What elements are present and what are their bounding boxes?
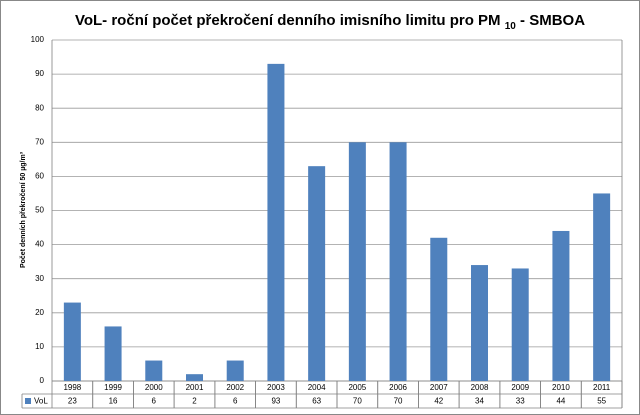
- bar: [430, 237, 448, 381]
- bar: [348, 142, 366, 381]
- table-value: 16: [109, 397, 118, 406]
- bar: [104, 326, 122, 381]
- table-value: 70: [394, 397, 403, 406]
- bar: [145, 360, 163, 381]
- x-tick-label: 1998: [63, 383, 81, 392]
- table-value: 2: [192, 397, 197, 406]
- bar: [511, 268, 529, 381]
- x-tick-label: 2005: [348, 383, 366, 392]
- bar: [552, 230, 570, 381]
- y-tick-label: 50: [35, 206, 44, 215]
- table-value: 42: [434, 397, 443, 406]
- x-tick-label: 2007: [430, 383, 448, 392]
- bar: [308, 166, 326, 381]
- bar: [63, 302, 81, 381]
- x-tick-label: 2002: [226, 383, 244, 392]
- y-axis-label: Počet denních překročení 50 µg/m³: [20, 151, 27, 268]
- y-tick-label: 0: [40, 376, 45, 385]
- bar: [186, 374, 203, 381]
- table-value: 63: [312, 397, 321, 406]
- bar: [593, 193, 611, 381]
- x-tick-label: 2000: [145, 383, 163, 392]
- table-value: 6: [152, 397, 157, 406]
- bar: [226, 360, 244, 381]
- x-tick-label: 1999: [104, 383, 122, 392]
- bar: [267, 63, 285, 382]
- y-tick-label: 70: [35, 137, 44, 146]
- x-tick-label: 2003: [267, 383, 285, 392]
- y-tick-label: 90: [35, 69, 44, 78]
- y-tick-label: 30: [35, 274, 44, 283]
- bar: [471, 265, 488, 381]
- x-tick-label: 2010: [552, 383, 570, 392]
- x-tick-label: 2006: [389, 383, 407, 392]
- x-tick-label: 2011: [593, 383, 611, 392]
- x-tick-label: 2004: [308, 383, 326, 392]
- y-tick-label: 60: [35, 172, 44, 181]
- title-subscript: 10: [505, 21, 517, 32]
- y-tick-label: 80: [35, 103, 44, 112]
- table-value: 44: [556, 397, 565, 406]
- title-main: VoL- roční počet překročení denního imis…: [75, 12, 501, 29]
- y-tick-label: 20: [35, 308, 44, 317]
- legend-swatch: [25, 398, 31, 404]
- x-tick-label: 2001: [186, 383, 204, 392]
- table-value: 6: [233, 397, 238, 406]
- bar: [389, 142, 407, 381]
- y-tick-label: 40: [35, 240, 44, 249]
- x-tick-label: 2008: [471, 383, 489, 392]
- y-tick-label: 10: [35, 342, 44, 351]
- table-value: 55: [597, 397, 606, 406]
- y-tick-label: 100: [31, 35, 45, 44]
- table-value: 23: [68, 397, 77, 406]
- table-value: 34: [475, 397, 484, 406]
- chart-title: VoL- roční počet překročení denního imis…: [75, 12, 585, 34]
- x-tick-label: 2009: [511, 383, 529, 392]
- table-value: 33: [516, 397, 525, 406]
- title-suffix: - SMBOA: [520, 12, 585, 29]
- table-value: 70: [353, 397, 362, 406]
- legend-label: VoL: [34, 397, 48, 406]
- table-value: 93: [271, 397, 280, 406]
